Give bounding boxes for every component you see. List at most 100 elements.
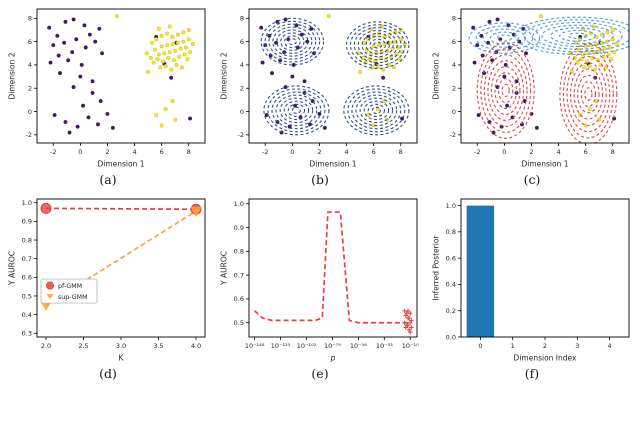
subplot-d: 2.0 2.5 3.0 3.5 4.0 0.3 0.4 0.5 0.6 0.7 0.8 0.9 1.0 K… — [2, 192, 214, 386]
svg-text:0.9: 0.9 — [234, 224, 244, 232]
svg-text:0: 0 — [478, 342, 482, 350]
svg-text:10⁻⁵⁶: 10⁻⁵⁶ — [350, 342, 367, 350]
svg-text:-2: -2 — [238, 131, 244, 139]
svg-text:0.6: 0.6 — [446, 254, 456, 262]
svg-text:4.0: 4.0 — [191, 342, 201, 350]
svg-text:2: 2 — [28, 85, 32, 93]
svg-text:0.3: 0.3 — [22, 330, 32, 338]
caption-a: (a) — [99, 172, 117, 187]
svg-text:2: 2 — [529, 148, 533, 156]
svg-text:8: 8 — [399, 148, 403, 156]
svg-text:2: 2 — [452, 85, 456, 93]
svg-text:2: 2 — [240, 85, 244, 93]
svg-text:6: 6 — [584, 148, 588, 156]
svg-text:10⁻¹⁴⁸: 10⁻¹⁴⁸ — [245, 342, 265, 350]
chart-a-canvas: -2 0 2 4 6 8 -2 0 2 4 6 8 Dimension 1 Dimension 2 — [8, 8, 206, 169]
svg-text:Dimension 1: Dimension 1 — [521, 160, 568, 169]
svg-text:10⁻¹²⁵: 10⁻¹²⁵ — [271, 342, 291, 350]
subplot-a: -2 0 2 4 6 8 -2 0 2 4 6 8 Dimension 1 Dimension 2 (a) — [2, 2, 214, 192]
svg-text:Dimension 2: Dimension 2 — [432, 52, 441, 99]
svg-text:Dimension 1: Dimension 1 — [309, 160, 356, 169]
subplot-c: -2 0 2 4 6 8 -2 0 2 4 6 8 Dimension 1 Dimension 2 (c) — [426, 2, 638, 192]
svg-text:Dimension 2: Dimension 2 — [220, 52, 229, 99]
svg-text:0.8: 0.8 — [22, 236, 32, 244]
figure-row-top: -2 0 2 4 6 8 -2 0 2 4 6 8 Dimension 1 Dimension 2 (a)… — [0, 2, 640, 192]
svg-text:4: 4 — [240, 61, 244, 69]
svg-text:6: 6 — [452, 38, 456, 46]
svg-text:8: 8 — [611, 148, 615, 156]
subplot-e: 10⁻¹⁴⁸ 10⁻¹²⁵ 10⁻¹⁰² 10⁻⁷⁹ 10⁻⁵⁶ 10⁻³³ 10⁻¹⁰ 0.… — [214, 192, 426, 386]
svg-text:6: 6 — [28, 38, 32, 46]
svg-text:1.0: 1.0 — [234, 200, 244, 208]
svg-text:0.6: 0.6 — [234, 295, 244, 303]
svg-text:4: 4 — [452, 61, 456, 69]
svg-text:3.0: 3.0 — [116, 342, 126, 350]
caption-c: (c) — [523, 172, 541, 187]
svg-text:0.6: 0.6 — [22, 274, 32, 282]
svg-text:4: 4 — [556, 148, 560, 156]
svg-text:2: 2 — [105, 148, 109, 156]
chart-c-canvas: -2 0 2 4 6 8 -2 0 2 4 6 8 Dimension 1 Dimension 2 — [432, 8, 630, 169]
svg-text:0: 0 — [452, 108, 456, 116]
svg-text:1: 1 — [511, 342, 515, 350]
chart-b-canvas: -2 0 2 4 6 8 -2 0 2 4 6 8 Dimension 1 Dimension 2 — [220, 8, 418, 169]
svg-text:10⁻⁷⁹: 10⁻⁷⁹ — [324, 342, 341, 350]
chart-f-canvas: 0 1 2 3 4 0.0 0.2 0.4 0.6 0.8 1.0 Dimension Index In… — [432, 198, 630, 363]
svg-text:3.5: 3.5 — [153, 342, 163, 350]
svg-text:8: 8 — [187, 148, 191, 156]
svg-text:1.0: 1.0 — [22, 199, 32, 207]
svg-text:8: 8 — [452, 15, 456, 23]
svg-text:0.0: 0.0 — [446, 333, 456, 341]
svg-text:Y AUROC: Y AUROC — [8, 251, 17, 286]
caption-f: (f) — [524, 366, 540, 381]
caption-e: (e) — [311, 366, 329, 381]
svg-text:0: 0 — [78, 148, 82, 156]
svg-text:6: 6 — [372, 148, 376, 156]
svg-text:0.8: 0.8 — [234, 248, 244, 256]
svg-text:0.5: 0.5 — [234, 319, 244, 327]
svg-text:Dimension Index: Dimension Index — [514, 354, 577, 363]
svg-text:2: 2 — [543, 342, 547, 350]
svg-text:8: 8 — [28, 15, 32, 23]
subplot-b: -2 0 2 4 6 8 -2 0 2 4 6 8 Dimension 1 Dimension 2 (b) — [214, 2, 426, 192]
svg-text:6: 6 — [240, 38, 244, 46]
svg-text:4: 4 — [344, 148, 348, 156]
svg-text:10⁻¹⁰: 10⁻¹⁰ — [402, 342, 419, 350]
svg-text:0.5: 0.5 — [22, 292, 32, 300]
svg-text:0.7: 0.7 — [22, 255, 32, 263]
figure-row-bottom: 2.0 2.5 3.0 3.5 4.0 0.3 0.4 0.5 0.6 0.7 0.8 0.9 1.0 K… — [0, 192, 640, 386]
svg-text:-2: -2 — [26, 131, 32, 139]
caption-d: (d) — [99, 366, 117, 381]
svg-text:-2: -2 — [262, 148, 268, 156]
svg-text:0: 0 — [502, 148, 506, 156]
svg-text:0.2: 0.2 — [446, 307, 456, 315]
svg-text:6: 6 — [160, 148, 164, 156]
svg-text:p: p — [330, 354, 336, 363]
svg-text:4: 4 — [608, 342, 612, 350]
svg-text:10⁻¹⁰²: 10⁻¹⁰² — [297, 342, 317, 350]
svg-text:-2: -2 — [50, 148, 56, 156]
svg-text:Y AUROC: Y AUROC — [220, 251, 229, 286]
svg-text:pf-GMM: pf-GMM — [58, 283, 82, 290]
chart-d-canvas: 2.0 2.5 3.0 3.5 4.0 0.3 0.4 0.5 0.6 0.7 0.8 0.9 1.0 K… — [8, 198, 206, 363]
svg-text:0.8: 0.8 — [446, 228, 456, 236]
svg-text:-2: -2 — [450, 131, 456, 139]
svg-text:K: K — [119, 354, 125, 363]
svg-text:0.4: 0.4 — [446, 281, 456, 289]
svg-text:10⁻³³: 10⁻³³ — [376, 342, 393, 350]
svg-text:2.0: 2.0 — [41, 342, 51, 350]
svg-text:Dimension 2: Dimension 2 — [8, 52, 17, 99]
svg-text:0.9: 0.9 — [22, 218, 32, 226]
caption-b: (b) — [311, 172, 329, 187]
svg-text:8: 8 — [240, 15, 244, 23]
svg-text:2: 2 — [317, 148, 321, 156]
svg-text:0: 0 — [290, 148, 294, 156]
svg-text:0.4: 0.4 — [22, 311, 32, 319]
svg-text:4: 4 — [132, 148, 136, 156]
svg-text:3: 3 — [575, 342, 579, 350]
subplot-f: 0 1 2 3 4 0.0 0.2 0.4 0.6 0.8 1.0 Dimension Index In… — [426, 192, 638, 386]
svg-text:Dimension 1: Dimension 1 — [97, 160, 144, 169]
svg-text:sup-GMM: sup-GMM — [58, 294, 88, 301]
svg-text:Inferred Posterior: Inferred Posterior — [432, 235, 441, 301]
